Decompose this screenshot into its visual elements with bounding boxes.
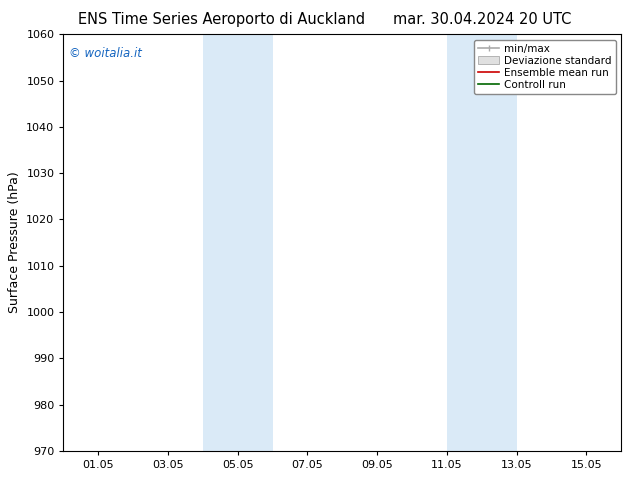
Bar	[203, 34, 273, 451]
Text: mar. 30.04.2024 20 UTC: mar. 30.04.2024 20 UTC	[392, 12, 571, 27]
Text: ENS Time Series Aeroporto di Auckland: ENS Time Series Aeroporto di Auckland	[79, 12, 365, 27]
Y-axis label: Surface Pressure (hPa): Surface Pressure (hPa)	[8, 172, 21, 314]
Legend: min/max, Deviazione standard, Ensemble mean run, Controll run: min/max, Deviazione standard, Ensemble m…	[474, 40, 616, 94]
Bar	[447, 34, 517, 451]
Text: © woitalia.it: © woitalia.it	[69, 47, 142, 60]
